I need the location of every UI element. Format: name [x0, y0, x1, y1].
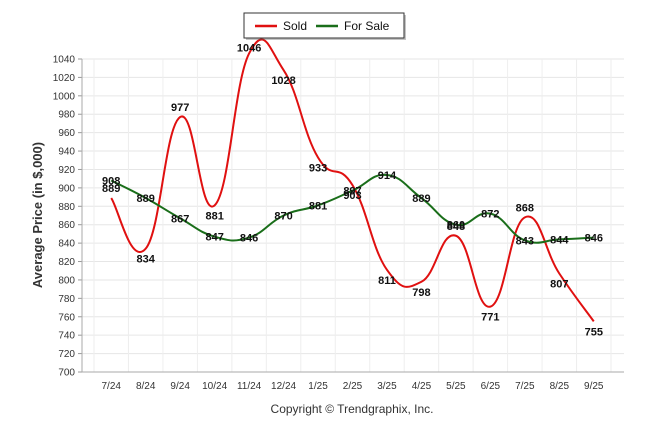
data-label-sold: 834: [137, 254, 156, 266]
y-tick-label: 1040: [53, 55, 76, 66]
x-tick-label: 8/25: [550, 381, 570, 392]
y-tick-label: 820: [58, 257, 75, 268]
x-tick-label: 3/25: [377, 381, 397, 392]
x-tick-label: 6/25: [481, 381, 501, 392]
data-label-for-sale: 897: [343, 186, 361, 198]
data-label-for-sale: 870: [274, 211, 292, 223]
y-axis-title: Average Price (in $,000): [30, 142, 45, 288]
data-label-for-sale: 908: [102, 176, 120, 188]
y-tick-label: 960: [58, 128, 75, 139]
data-label-for-sale: 881: [309, 200, 327, 212]
data-label-for-sale: 846: [240, 233, 258, 245]
data-labels: 889 834 977 881 1046 1028 933 903 811 798 848 771 86…: [102, 42, 603, 338]
data-label-for-sale: 889: [412, 193, 430, 205]
x-tick-label: 7/24: [101, 381, 121, 392]
data-label-for-sale: 843: [516, 235, 534, 247]
data-label-sold: 848: [447, 221, 465, 233]
y-tick-label: 800: [58, 275, 75, 286]
data-label-sold: 889: [102, 183, 120, 195]
y-tick-label: 900: [58, 183, 75, 194]
data-label-sold: 798: [412, 287, 430, 299]
x-tick-label: 12/24: [271, 381, 296, 392]
data-label-for-sale: 847: [205, 232, 223, 244]
y-tick-label: 780: [58, 294, 75, 305]
axes: 700 720 740 760 780 800 820 840 860 880 900 920 940 9…: [53, 55, 624, 392]
y-tick-label: 880: [58, 202, 75, 213]
data-label-sold: 903: [343, 190, 361, 202]
series-line-sold[interactable]: [110, 38, 595, 322]
data-label-sold: 933: [309, 163, 327, 175]
x-tick-label: 1/25: [308, 381, 328, 392]
y-tick-label: 740: [58, 331, 75, 342]
y-tick-label: 760: [58, 312, 75, 323]
grid-lines: [82, 58, 624, 373]
data-label-for-sale: 872: [481, 209, 499, 221]
y-tick-label: 840: [58, 239, 75, 250]
y-tick-label: 860: [58, 220, 75, 231]
x-tick-label: 2/25: [343, 381, 363, 392]
x-tick-label: 5/25: [446, 381, 466, 392]
y-tick-label: 1000: [53, 91, 76, 102]
x-tick-label: 4/25: [412, 381, 432, 392]
x-tick-label: 9/24: [170, 381, 190, 392]
data-label-sold: 807: [550, 278, 568, 290]
data-label-sold: 1028: [271, 75, 295, 87]
data-label-sold: 868: [516, 202, 534, 214]
y-tick-label: 940: [58, 147, 75, 158]
series-line-for-sale[interactable]: [110, 173, 594, 244]
x-tick-label: 11/24: [237, 381, 262, 392]
x-tick-label: 9/25: [584, 381, 604, 392]
legend-label-for-sale[interactable]: For Sale: [344, 19, 390, 33]
x-tick-label: 8/24: [136, 381, 156, 392]
y-tick-label: 1020: [53, 73, 76, 84]
y-tick-label: 980: [58, 110, 75, 121]
data-label-sold: 811: [378, 275, 396, 287]
series-lines: [110, 38, 595, 322]
legend[interactable]: Sold For Sale: [243, 12, 406, 40]
y-tick-label: 920: [58, 165, 75, 176]
x-tick-label: 7/25: [515, 381, 535, 392]
data-label-sold: 755: [585, 326, 603, 338]
data-label-sold: 977: [171, 102, 189, 114]
data-label-sold: 1046: [237, 42, 261, 54]
data-label-sold: 881: [205, 210, 223, 222]
data-label-for-sale: 846: [585, 233, 603, 245]
data-label-for-sale: 860: [447, 220, 465, 232]
data-label-for-sale: 867: [171, 213, 189, 225]
y-tick-label: 700: [58, 368, 75, 379]
copyright-text: Copyright © Trendgraphix, Inc.: [271, 402, 434, 416]
y-tick-label: 720: [58, 349, 75, 360]
x-tick-label: 10/24: [202, 381, 227, 392]
data-label-for-sale: 844: [550, 234, 569, 246]
data-label-for-sale: 914: [378, 170, 397, 182]
data-label-for-sale: 889: [137, 193, 155, 205]
legend-label-sold[interactable]: Sold: [283, 19, 307, 33]
data-label-sold: 771: [481, 312, 499, 324]
